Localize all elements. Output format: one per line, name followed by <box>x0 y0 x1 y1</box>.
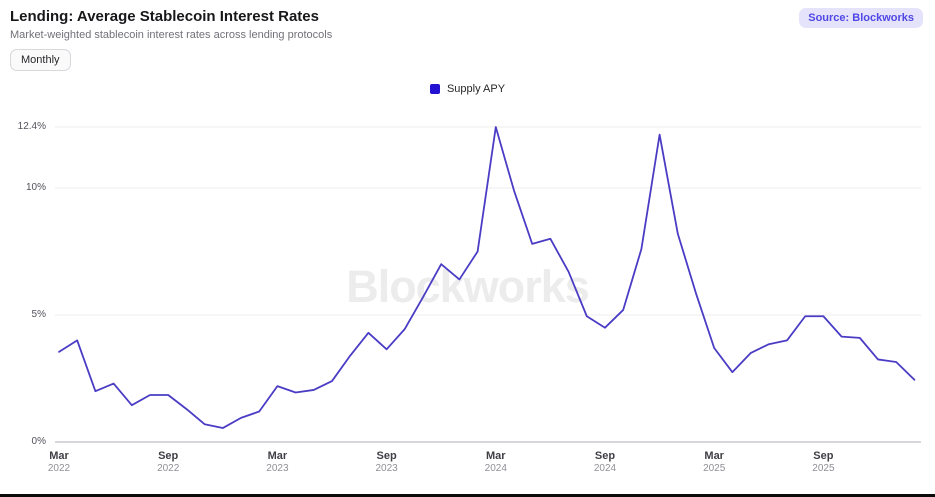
x-tick-year: 2025 <box>703 463 726 474</box>
legend[interactable]: Supply APY <box>0 83 935 95</box>
x-tick-year: 2024 <box>593 463 617 474</box>
x-axis-label: Sep 2025 <box>795 450 851 475</box>
window-bottom-edge <box>0 494 935 497</box>
x-tick-month: Mar <box>704 450 724 462</box>
x-tick-month: Sep <box>376 450 397 462</box>
blockworks-watermark: Blockworks <box>346 261 590 312</box>
frequency-toggle-button[interactable]: Monthly <box>10 49 71 71</box>
legend-label: Supply APY <box>446 83 506 95</box>
source-badge[interactable]: Source: Blockworks <box>799 8 923 28</box>
x-axis-label: Sep 2024 <box>577 450 633 475</box>
page-title: Lending: Average Stablecoin Interest Rat… <box>10 8 319 25</box>
y-axis-label: 5% <box>31 309 46 320</box>
x-tick-month: Mar <box>486 450 506 462</box>
x-axis-label: Mar 2024 <box>468 450 524 475</box>
x-tick-month: Mar <box>267 450 288 462</box>
x-tick-month: Sep <box>813 450 834 462</box>
x-tick-year: 2024 <box>484 463 507 474</box>
x-tick-month: Mar <box>49 450 69 462</box>
y-axis-label: 12.4% <box>17 121 46 133</box>
x-axis-label: Mar 2022 <box>31 450 87 475</box>
x-tick-year: 2023 <box>375 463 398 474</box>
x-axis-label: Mar 2023 <box>249 450 305 475</box>
x-tick-year: 2022 <box>157 463 180 474</box>
x-axis-label: Sep 2023 <box>359 450 415 475</box>
y-axis-label: 10% <box>25 182 46 193</box>
supply-apy-swatch-icon <box>429 84 440 94</box>
x-tick-year: 2025 <box>812 463 835 474</box>
y-axis-label: 0% <box>31 436 46 447</box>
x-tick-month: Sep <box>594 450 616 462</box>
x-tick-year: 2023 <box>266 463 289 474</box>
x-tick-year: 2022 <box>47 463 71 474</box>
x-axis-label: Sep 2022 <box>140 450 196 475</box>
x-tick-month: Sep <box>158 450 179 462</box>
supply-apy-line <box>58 126 916 429</box>
page-subtitle: Market-weighted stablecoin interest rate… <box>10 29 333 41</box>
x-axis-label: Mar 2025 <box>686 450 742 475</box>
